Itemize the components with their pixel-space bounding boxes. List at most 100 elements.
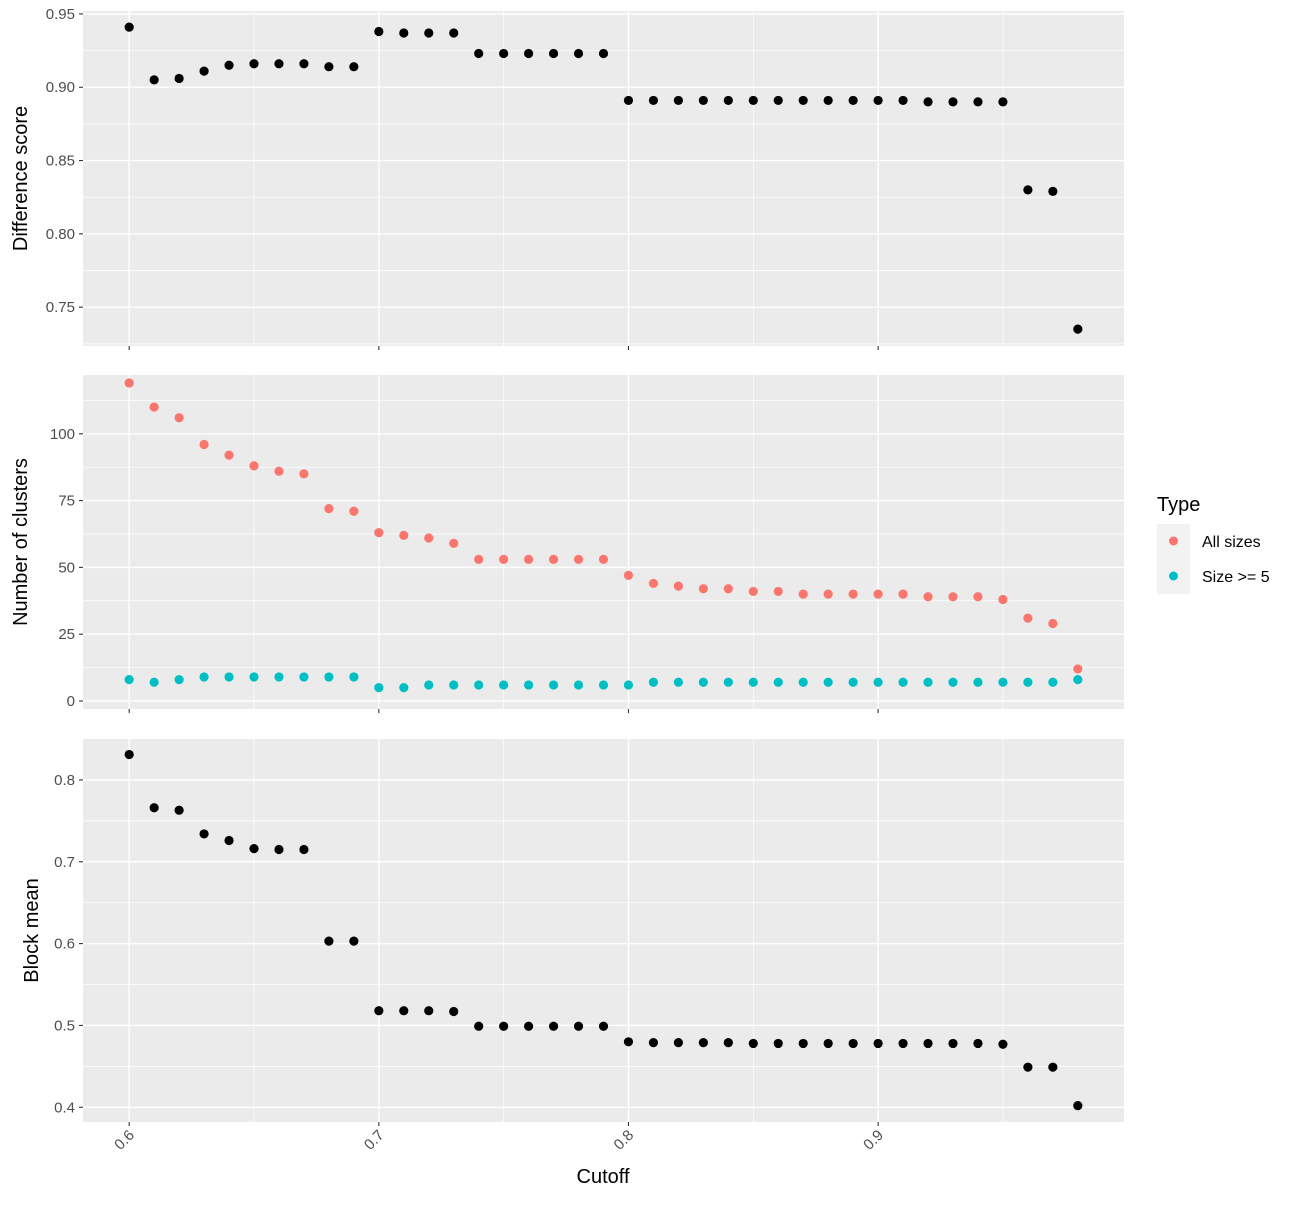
data-point — [723, 584, 733, 594]
data-point — [723, 95, 733, 106]
data-point — [149, 803, 159, 813]
series-points — [124, 749, 1083, 1111]
data-point — [723, 677, 733, 687]
data-point — [823, 1038, 833, 1049]
data-point — [249, 461, 259, 471]
data-point — [748, 677, 758, 687]
panels-layer: 0.75 0.80 0.85 0.90 0.95 Difference score 0 25 5… — [10, 6, 1124, 1126]
data-point — [324, 936, 334, 946]
data-point — [773, 677, 783, 687]
data-point — [324, 504, 334, 514]
data-point — [474, 680, 484, 690]
data-point — [199, 439, 209, 450]
data-point — [274, 844, 284, 855]
data-point — [1073, 324, 1083, 334]
series-points — [124, 22, 1083, 334]
data-point — [299, 59, 309, 69]
data-point — [449, 680, 459, 690]
y-tick-label: 0.7 — [54, 854, 75, 871]
data-point — [324, 672, 334, 682]
legend-label-size-ge-5: Size >= 5 — [1202, 569, 1270, 586]
data-point — [848, 95, 858, 106]
data-point — [798, 589, 808, 599]
data-point — [474, 1021, 484, 1031]
data-point — [823, 677, 833, 687]
y-tick-label: 0.5 — [54, 1017, 75, 1034]
data-point — [673, 95, 683, 106]
data-point — [948, 97, 958, 107]
data-point — [124, 22, 134, 32]
data-point — [224, 835, 234, 846]
data-point — [548, 1021, 559, 1031]
data-point — [973, 592, 983, 602]
data-point — [948, 1038, 958, 1049]
data-point — [573, 680, 584, 690]
data-point — [673, 1038, 683, 1048]
panel-background — [83, 375, 1124, 709]
data-point — [798, 677, 808, 687]
legend-title: Type — [1157, 494, 1200, 516]
x-tick-label: 0.6 — [111, 1127, 138, 1154]
y-tick-label: 0.8 — [54, 772, 75, 789]
y-axis-title: Difference score — [10, 106, 32, 251]
data-point — [1073, 675, 1083, 685]
data-point — [399, 28, 409, 38]
data-point — [449, 1006, 459, 1017]
data-point — [848, 677, 858, 687]
y-tick-label: 25 — [58, 626, 75, 643]
data-point — [898, 95, 908, 106]
data-point — [698, 1038, 708, 1048]
data-point — [374, 528, 384, 538]
data-point — [573, 1021, 584, 1031]
legend: Type All sizes Size >= 5 — [1157, 494, 1270, 594]
y-tick-label: 0.85 — [46, 153, 75, 170]
data-point — [973, 97, 983, 107]
data-point — [748, 586, 758, 597]
data-point — [923, 1038, 933, 1049]
data-point — [573, 48, 584, 59]
data-point — [524, 1021, 534, 1031]
data-point — [274, 59, 284, 69]
data-point — [873, 95, 883, 106]
x-tick-label: 0.8 — [611, 1127, 638, 1154]
data-point — [374, 26, 384, 37]
data-point — [1023, 1062, 1033, 1072]
data-point — [524, 680, 534, 690]
data-point — [998, 1039, 1008, 1049]
data-point — [548, 680, 559, 690]
data-point — [324, 62, 334, 72]
data-point — [349, 672, 359, 682]
data-point — [149, 75, 159, 85]
data-point — [299, 672, 309, 682]
data-point — [848, 589, 858, 599]
data-point — [199, 829, 209, 839]
data-point — [673, 581, 683, 591]
data-point — [474, 48, 484, 59]
data-point — [174, 413, 184, 423]
data-point — [923, 97, 933, 107]
y-tick-label: 0.95 — [46, 6, 75, 23]
y-tick-label: 0.90 — [46, 79, 75, 96]
data-point — [424, 680, 434, 690]
data-point — [598, 680, 609, 690]
y-tick-label: 100 — [50, 426, 75, 443]
data-point — [873, 1038, 883, 1049]
series-size-5 — [124, 672, 1083, 693]
data-point — [124, 749, 134, 760]
panel-3: 0.4 0.5 0.6 0.7 0.8 Block mean — [21, 739, 1124, 1126]
data-point — [998, 594, 1008, 605]
data-point — [199, 672, 209, 682]
y-tick-label: 0.80 — [46, 226, 75, 243]
data-point — [399, 1006, 409, 1016]
data-point — [449, 28, 459, 38]
panel-background — [83, 11, 1124, 346]
data-point — [249, 672, 259, 682]
data-point — [698, 95, 708, 106]
data-point — [524, 554, 534, 564]
x-axis-title: Cutoff — [577, 1166, 630, 1188]
x-tick-label: 0.7 — [361, 1127, 388, 1154]
data-point — [773, 95, 783, 106]
data-point — [399, 683, 409, 693]
data-point — [598, 1021, 609, 1031]
